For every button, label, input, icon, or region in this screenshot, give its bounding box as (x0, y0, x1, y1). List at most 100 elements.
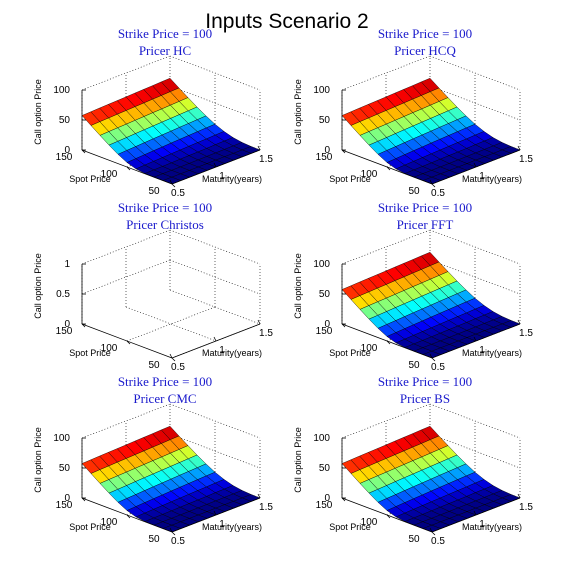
z-tick-label: 100 (53, 433, 70, 444)
subplot-title-line1: Strike Price = 100 (378, 374, 472, 389)
z-axis-label: Call option Price (293, 427, 303, 493)
x-tick-label: 1 (479, 345, 485, 356)
y-tick-label: 100 (361, 169, 378, 180)
z-axis-label: Call option Price (293, 79, 303, 145)
x-tick-label: 0.5 (431, 362, 445, 373)
subplot-title-line1: Strike Price = 100 (378, 26, 472, 41)
subplot-title-line1: Strike Price = 100 (118, 200, 212, 215)
y-tick-label: 150 (316, 326, 333, 337)
z-tick-label: 50 (319, 463, 331, 474)
subplot-title-line2: Pricer FFT (397, 217, 454, 232)
z-tick-label: 100 (53, 85, 70, 96)
x-tick-label: 1 (219, 171, 225, 182)
y-axis-label: Spot Price (329, 174, 371, 184)
z-tick-label: 0 (64, 145, 70, 156)
y-axis-label: Spot Price (69, 174, 111, 184)
figure-title: Inputs Scenario 2 (205, 10, 368, 33)
x-tick-label: 0.5 (431, 536, 445, 547)
z-tick-label: 100 (313, 85, 330, 96)
x-axis-label: Maturity(years) (462, 174, 522, 184)
y-tick-label: 150 (316, 152, 333, 163)
z-axis-label: Call option Price (33, 79, 43, 145)
z-tick-label: 0.5 (56, 289, 70, 300)
y-axis-label: Spot Price (329, 522, 371, 532)
subplot-title-line1: Strike Price = 100 (118, 26, 212, 41)
y-tick-label: 100 (101, 517, 118, 528)
x-tick-label: 1 (479, 171, 485, 182)
x-tick-label: 1.5 (259, 328, 273, 339)
subplot-title-line1: Strike Price = 100 (378, 200, 472, 215)
z-tick-label: 50 (319, 115, 331, 126)
surface (341, 77, 521, 185)
y-tick-label: 100 (101, 169, 118, 180)
z-tick-label: 0 (64, 319, 70, 330)
x-axis-label: Maturity(years) (202, 174, 262, 184)
x-tick-label: 1.5 (259, 154, 273, 165)
y-tick-label: 50 (148, 360, 160, 371)
x-tick-label: 1 (219, 519, 225, 530)
y-tick-label: 50 (408, 534, 420, 545)
subplot-title-line2: Pricer CMC (133, 391, 196, 406)
x-tick-label: 0.5 (171, 536, 185, 547)
z-tick-label: 50 (319, 289, 331, 300)
subplot-title-line2: Pricer HCQ (394, 43, 456, 58)
x-tick-label: 1.5 (519, 328, 533, 339)
subplot-title-line2: Pricer BS (400, 391, 450, 406)
y-tick-label: 100 (361, 343, 378, 354)
subplot-title-line1: Strike Price = 100 (118, 374, 212, 389)
z-tick-label: 50 (59, 115, 71, 126)
z-axis-label: Call option Price (293, 253, 303, 319)
z-tick-label: 50 (59, 463, 71, 474)
y-tick-label: 50 (408, 186, 420, 197)
x-axis-label: Maturity(years) (202, 522, 262, 532)
z-tick-label: 1 (64, 259, 70, 270)
x-tick-label: 1.5 (519, 502, 533, 513)
y-tick-label: 100 (361, 517, 378, 528)
y-axis-label: Spot Price (69, 522, 111, 532)
y-tick-label: 50 (148, 186, 160, 197)
x-tick-label: 1 (479, 519, 485, 530)
subplot-title-line2: Pricer HC (139, 43, 191, 58)
y-tick-label: 50 (148, 534, 160, 545)
surface (81, 425, 261, 533)
z-axis-label: Call option Price (33, 253, 43, 319)
z-tick-label: 0 (324, 493, 330, 504)
surface (81, 77, 261, 185)
subplot-title-line2: Pricer Christos (126, 217, 204, 232)
y-tick-label: 50 (408, 360, 420, 371)
x-axis-label: Maturity(years) (462, 522, 522, 532)
x-tick-label: 0.5 (171, 188, 185, 199)
y-tick-label: 100 (101, 343, 118, 354)
x-axis-label: Maturity(years) (202, 348, 262, 358)
subplot-3: Strike Price = 100 Pricer Christos 1 0.5 0 1 5… (33, 200, 273, 373)
z-tick-label: 100 (313, 259, 330, 270)
x-tick-label: 1 (219, 345, 225, 356)
z-tick-label: 0 (324, 319, 330, 330)
axes-grid (81, 229, 261, 359)
x-tick-label: 0.5 (171, 362, 185, 373)
y-tick-label: 150 (56, 500, 73, 511)
z-tick-label: 100 (313, 433, 330, 444)
y-tick-label: 150 (316, 500, 333, 511)
x-tick-label: 0.5 (431, 188, 445, 199)
y-axis-label: Spot Price (69, 348, 111, 358)
z-axis-label: Call option Price (33, 427, 43, 493)
z-tick-label: 0 (64, 493, 70, 504)
x-tick-label: 1.5 (259, 502, 273, 513)
x-axis-label: Maturity(years) (462, 348, 522, 358)
y-axis-label: Spot Price (329, 348, 371, 358)
x-tick-label: 1.5 (519, 154, 533, 165)
surface (341, 425, 521, 533)
